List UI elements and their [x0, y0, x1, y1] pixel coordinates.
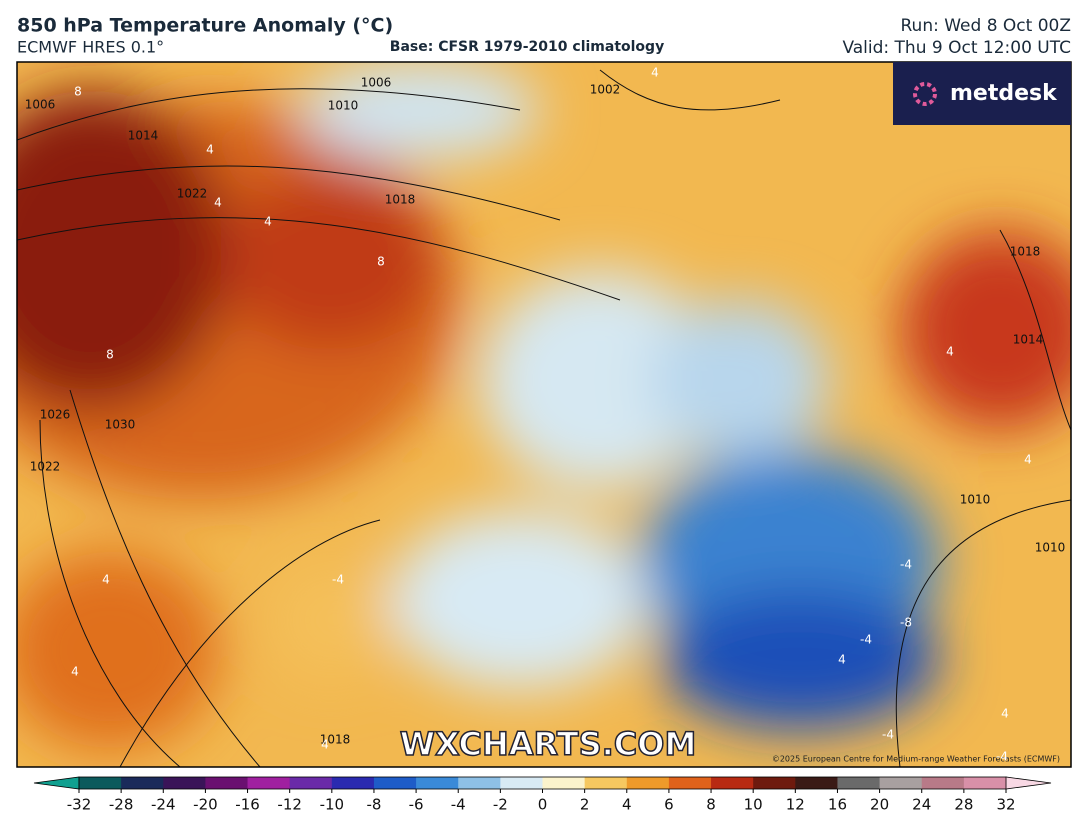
- anomaly-label: -4: [860, 633, 872, 647]
- colorbar-tick-label: -10: [320, 796, 345, 814]
- colorbar: -32 -28 -24 -20 -16 -12 -10 -8 -6 -4 -2 0 2 4 6 8 10 12 16…: [33, 776, 1052, 814]
- colorbar-tick-label: 16: [828, 796, 847, 814]
- colorbar-segment: [163, 777, 206, 789]
- colorbar-segment: [458, 777, 501, 789]
- logo-text: metdesk: [950, 81, 1058, 106]
- anomaly-label: 4: [214, 196, 222, 210]
- anomaly-label: 4: [206, 143, 214, 157]
- anomaly-label: 8: [377, 255, 385, 269]
- isobar-label: 1006: [361, 76, 392, 90]
- colorbar-tick-label: -24: [151, 796, 176, 814]
- anomaly-label: 4: [321, 738, 329, 752]
- colorbar-segment: [331, 777, 375, 789]
- anomaly-field: [17, 62, 1071, 750]
- valid: Valid: Thu 9 Oct 12:00 UTC: [842, 38, 1071, 58]
- colorbar-tick-label: -16: [235, 796, 260, 814]
- anomaly-label: 4: [71, 665, 79, 679]
- colorbar-tick-label: 4: [622, 796, 632, 814]
- isobar-label: 1010: [960, 493, 991, 507]
- colorbar-tick-label: 12: [786, 796, 805, 814]
- anomaly-label: 8: [106, 348, 114, 362]
- anomaly-label: -4: [332, 573, 344, 587]
- model: ECMWF HRES 0.1°: [17, 38, 164, 57]
- map: [17, 62, 1071, 767]
- isobar-label: 1030: [105, 418, 136, 432]
- isobars: [17, 69, 1071, 767]
- colorbar-segment: [879, 777, 923, 789]
- colorbar-tick-label: -8: [366, 796, 381, 814]
- colorbar-tick-label: -20: [193, 796, 218, 814]
- anomaly-label: -8: [900, 616, 912, 630]
- isobar-label: 1006: [25, 98, 56, 112]
- anomaly-label: 4: [838, 653, 846, 667]
- colorbar-tick-label: -4: [451, 796, 466, 814]
- isobar-label: 1002: [590, 83, 621, 97]
- title: 850 hPa Temperature Anomaly (°C): [17, 15, 393, 37]
- colorbar-segment: [753, 777, 796, 789]
- isobar-label: 1014: [128, 129, 159, 143]
- anomaly-label: 4: [946, 345, 954, 359]
- anomaly-label: -4: [996, 750, 1008, 764]
- colorbar-tick-label: 0: [538, 796, 548, 814]
- anomaly-label: 4: [1024, 453, 1032, 467]
- colorbar-tick-label: 32: [996, 796, 1015, 814]
- colorbar-segment: [668, 777, 712, 789]
- colorbar-segment: [837, 777, 881, 789]
- colorbar-tick-label: 20: [870, 796, 889, 814]
- colorbar-segment: [795, 777, 838, 789]
- isobar-label: 1010: [1035, 541, 1066, 555]
- colorbar-segment: [542, 777, 586, 789]
- isobar-label: 1022: [30, 460, 61, 474]
- anomaly-label: 4: [1001, 707, 1009, 721]
- colorbar-tick-label: -2: [493, 796, 508, 814]
- colorbar-tick-label: 24: [912, 796, 931, 814]
- colorbar-tick-label: 28: [954, 796, 973, 814]
- isobar-label: 1010: [328, 99, 359, 113]
- logo-box: [893, 62, 1071, 125]
- watermark: WXCHARTS.COM: [400, 725, 697, 763]
- anomaly-label: -4: [882, 728, 894, 742]
- isobar-label: 1026: [40, 408, 71, 422]
- isobar-label: 1014: [1013, 333, 1044, 347]
- colorbar-segment: [500, 777, 543, 789]
- run: Run: Wed 8 Oct 00Z: [901, 16, 1072, 36]
- isobar-label: 1018: [320, 733, 351, 747]
- anomaly-label: 4: [264, 215, 272, 229]
- base: Base: CFSR 1979-2010 climatology: [390, 39, 664, 55]
- colorbar-segment: [921, 777, 965, 789]
- isobar-label: 1018: [385, 193, 416, 207]
- colorbar-tick-label: 10: [744, 796, 763, 814]
- anomaly-label: 8: [74, 85, 82, 99]
- colorbar-segment: [373, 777, 417, 789]
- colorbar-segment: [584, 777, 628, 789]
- colorbar-tick-label: -6: [409, 796, 424, 814]
- colorbar-segment: [79, 777, 122, 789]
- colorbar-segment: [247, 777, 291, 789]
- map-frame: [16, 61, 1072, 768]
- isobar-label: 1018: [1010, 245, 1041, 259]
- colorbar-segment: [711, 777, 754, 789]
- logo-icon: [913, 82, 937, 106]
- colorbar-tick-label: 2: [580, 796, 590, 814]
- anomaly-label: 4: [102, 573, 110, 587]
- anomaly-label: 4: [651, 66, 659, 80]
- anomaly-label: -4: [900, 558, 912, 572]
- colorbar-tick-label: 8: [706, 796, 716, 814]
- colorbar-segment: [626, 777, 670, 789]
- colorbar-tick-label: -12: [277, 796, 302, 814]
- colorbar-segment: [289, 777, 333, 789]
- colorbar-tick-label: 6: [664, 796, 674, 814]
- colorbar-tick-label: -32: [67, 796, 92, 814]
- colorbar-high: [1005, 776, 1052, 790]
- colorbar-segment: [121, 777, 164, 789]
- isobar-label: 1022: [177, 187, 208, 201]
- colorbar-segment: [963, 777, 1007, 789]
- colorbar-segment: [205, 777, 249, 789]
- colorbar-tick-label: -28: [109, 796, 134, 814]
- colorbar-low: [33, 776, 80, 790]
- copyright: ©2025 European Centre for Medium-range W…: [772, 755, 1060, 764]
- colorbar-segment: [416, 777, 459, 789]
